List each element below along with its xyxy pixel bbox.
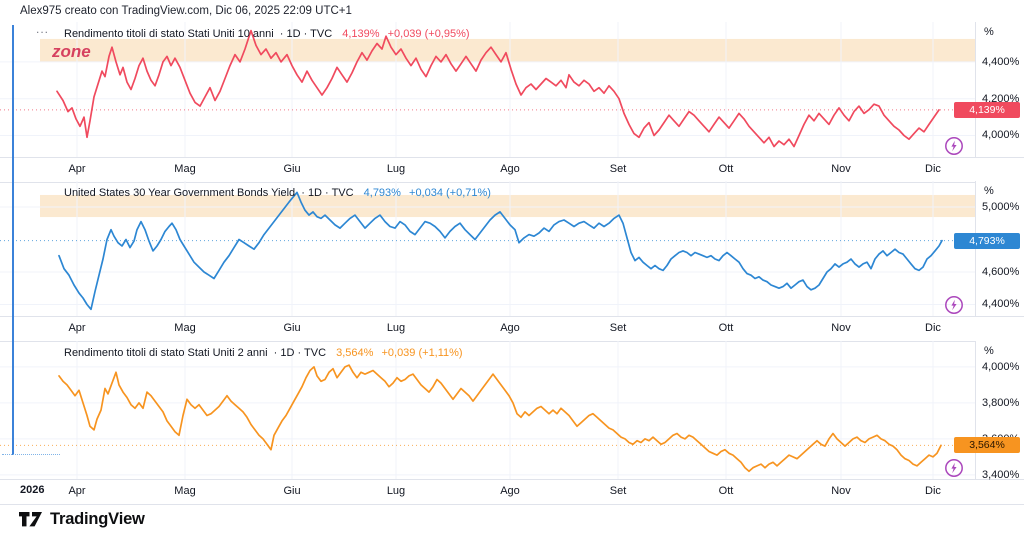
month-label-mag: Mag bbox=[174, 322, 196, 334]
flash-circle bbox=[945, 459, 963, 477]
current-price-badge: 4,139% bbox=[954, 101, 1020, 118]
price-tick-label: 4,000% bbox=[982, 360, 1020, 373]
month-label-nov: Nov bbox=[831, 163, 851, 175]
flash-circle bbox=[945, 296, 963, 314]
month-label-lug: Lug bbox=[386, 322, 406, 334]
more-options-ellipsis[interactable]: ... bbox=[36, 22, 50, 36]
lightning-bolt-icon bbox=[951, 140, 957, 152]
price-tick-label: 5,000% bbox=[982, 200, 1020, 213]
plot-area-1[interactable] bbox=[0, 181, 975, 316]
symbol-title-2y[interactable]: Rendimento titoli di stato Stati Uniti 2… bbox=[64, 347, 268, 359]
time-axis-3[interactable]: Apr Mag Giu Lug Ago Set Ott Nov Dic 2026 bbox=[0, 479, 1024, 505]
series-line-2[interactable] bbox=[58, 364, 942, 473]
tradingview-logo-text: TradingView bbox=[50, 510, 145, 528]
current-price-badge: 4,793% bbox=[954, 232, 1020, 249]
flash-boost-icon[interactable] bbox=[944, 458, 964, 478]
chart-pane-30y[interactable]: United States 30 Year Government Bonds Y… bbox=[0, 181, 1024, 316]
symbol-meta-2y: · 1D · TVC bbox=[273, 347, 327, 359]
symbol-legend-10y[interactable]: Rendimento titoli di stato Stati Uniti 1… bbox=[64, 28, 470, 40]
watermark-text: zone bbox=[52, 42, 91, 61]
last-price-10y: 4,139% bbox=[342, 28, 380, 40]
flash-boost-icon[interactable] bbox=[944, 295, 964, 315]
current-price-badge: 3,564% bbox=[954, 437, 1020, 454]
time-axis-2[interactable]: Apr Mag Giu Lug Ago Set Ott Nov Dic bbox=[0, 316, 1024, 342]
month-label-mag: Mag bbox=[174, 485, 196, 497]
axis-unit-label: % bbox=[984, 185, 994, 197]
symbol-title-10y[interactable]: Rendimento titoli di stato Stati Uniti 1… bbox=[64, 28, 274, 40]
month-label-set: Set bbox=[609, 322, 627, 334]
month-label-giu: Giu bbox=[283, 163, 301, 175]
symbol-meta-30y: · 1D · TVC bbox=[301, 187, 354, 199]
axis-unit-label: % bbox=[984, 345, 994, 357]
month-label-nov: Nov bbox=[831, 322, 851, 334]
year-label: 2026 bbox=[20, 484, 45, 496]
price-tick-label: 4,000% bbox=[982, 129, 1020, 142]
month-label-ago: Ago bbox=[500, 163, 520, 175]
price-axis-2y[interactable]: %4,000%3,800%3,600%3,400%3,564% bbox=[954, 341, 1024, 481]
price-tick-label: 3,800% bbox=[982, 396, 1020, 409]
price-tick-label: 4,200% bbox=[982, 92, 1020, 105]
symbol-meta-10y: · 1D · TVC bbox=[279, 28, 333, 40]
symbol-legend-2y[interactable]: Rendimento titoli di stato Stati Uniti 2… bbox=[64, 347, 463, 359]
month-label-dic: Dic bbox=[925, 485, 941, 497]
tradingview-logo-icon bbox=[19, 512, 42, 527]
last-price-30y: 4,793% bbox=[363, 187, 401, 199]
symbol-legend-30y[interactable]: United States 30 Year Government Bonds Y… bbox=[64, 187, 491, 199]
month-label-giu: Giu bbox=[283, 485, 301, 497]
month-label-dic: Dic bbox=[925, 322, 941, 334]
month-label-set: Set bbox=[609, 485, 627, 497]
price-tick-label: 4,400% bbox=[982, 298, 1020, 311]
price-axis-30y[interactable]: % 5,000% 4,600% 4,400% 4,793% bbox=[954, 181, 1024, 316]
price-change-2y: +0,039 (+1,11%) bbox=[381, 347, 463, 359]
attribution-text: Alex975 creato con TradingView.com, Dic … bbox=[20, 5, 352, 17]
price-axis-10y[interactable]: % 4,400% 4,200% 4,000% 4,139% bbox=[954, 22, 1024, 157]
symbol-title-30y[interactable]: United States 30 Year Government Bonds Y… bbox=[64, 187, 296, 199]
month-label-giu: Giu bbox=[283, 322, 301, 334]
chart-pane-2y[interactable]: Rendimento titoli di stato Stati Uniti 2… bbox=[0, 341, 1024, 481]
lightning-bolt-icon bbox=[951, 462, 957, 474]
flash-boost-icon[interactable] bbox=[944, 136, 964, 156]
price-tick-label: 4,600% bbox=[982, 265, 1020, 278]
chart-pane-10y[interactable]: ... Rendimento titoli di stato Stati Uni… bbox=[0, 22, 1024, 157]
price-tick-label: 3,400% bbox=[982, 468, 1020, 481]
month-label-lug: Lug bbox=[386, 485, 406, 497]
month-label-ott: Ott bbox=[718, 322, 734, 334]
month-label-nov: Nov bbox=[831, 485, 851, 497]
plot-area-2[interactable] bbox=[0, 341, 975, 479]
month-label-ott: Ott bbox=[718, 163, 734, 175]
month-label-dic: Dic bbox=[925, 163, 941, 175]
flash-circle bbox=[945, 137, 963, 155]
axis-unit-label: % bbox=[984, 26, 994, 38]
month-label-mag: Mag bbox=[174, 163, 196, 175]
month-label-set: Set bbox=[609, 163, 627, 175]
tradingview-logo[interactable]: TradingView bbox=[18, 509, 145, 530]
month-label-ott: Ott bbox=[718, 485, 734, 497]
month-label-ago: Ago bbox=[500, 485, 520, 497]
lightning-bolt-icon bbox=[951, 299, 957, 311]
price-change-10y: +0,039 (+0,95%) bbox=[387, 28, 470, 40]
plot-area-0[interactable] bbox=[0, 22, 975, 157]
month-label-apr: Apr bbox=[68, 485, 86, 497]
vertical-line-drawing-foot bbox=[2, 454, 60, 455]
series-line-1[interactable] bbox=[58, 191, 943, 311]
series-line-0[interactable] bbox=[56, 29, 940, 148]
price-change-30y: +0,034 (+0,71%) bbox=[409, 187, 491, 199]
month-label-lug: Lug bbox=[386, 163, 406, 175]
last-price-2y: 3,564% bbox=[336, 347, 374, 359]
vertical-line-drawing[interactable] bbox=[12, 25, 14, 455]
highlight-zone-band bbox=[40, 194, 975, 218]
month-label-apr: Apr bbox=[68, 163, 86, 175]
month-label-apr: Apr bbox=[68, 322, 86, 334]
price-tick-label: 4,400% bbox=[982, 55, 1020, 68]
time-axis-1[interactable]: Apr Mag Giu Lug Ago Set Ott Nov Dic bbox=[0, 157, 1024, 183]
month-label-ago: Ago bbox=[500, 322, 520, 334]
